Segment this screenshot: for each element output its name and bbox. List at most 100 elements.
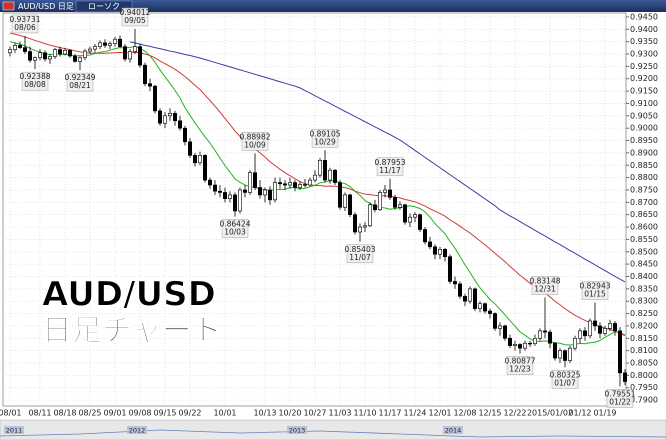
candle-body <box>582 330 587 337</box>
annotation-box <box>506 356 534 375</box>
candle-body <box>133 46 138 52</box>
y-tick-label: 0.8300 <box>630 297 658 306</box>
candle-body <box>118 38 123 47</box>
candle-body <box>228 194 233 199</box>
candle-body <box>467 288 472 302</box>
x-tick-label: 10/20 <box>278 409 301 418</box>
annotation-date: 12/23 <box>509 365 531 374</box>
x-tick-label: 2015/01/02 <box>527 409 573 418</box>
navigator-year: 2013 <box>289 427 306 435</box>
tab[interactable] <box>75 0 133 13</box>
candle-body <box>577 330 582 339</box>
navigator[interactable] <box>0 419 666 440</box>
annotation-box <box>346 244 374 264</box>
y-tick-label: 0.8450 <box>630 260 658 269</box>
candle-body <box>248 172 253 193</box>
navigator-line <box>0 429 666 438</box>
y-tick-label: 0.8100 <box>630 346 658 355</box>
candle-body <box>337 182 342 208</box>
navigator-year: 2014 <box>445 427 462 435</box>
y-tick-label: 0.8800 <box>630 173 658 182</box>
annotation-value: 0.92388 <box>19 72 50 81</box>
y-tick-label: 0.8750 <box>630 185 658 194</box>
annotation-box <box>221 219 249 238</box>
candle-body <box>203 155 208 181</box>
candle-body <box>457 283 462 297</box>
candle-body <box>422 229 427 243</box>
candle-body <box>407 216 412 223</box>
annotation-value: 0.92349 <box>64 73 95 82</box>
candle-body <box>22 47 27 52</box>
y-tick-label: 0.8250 <box>630 309 658 318</box>
candle-body <box>292 182 297 188</box>
candle-body <box>272 182 277 201</box>
annotation-date: 08/08 <box>24 80 46 89</box>
annotation-value: 0.80877 <box>504 357 535 366</box>
y-tick-label: 0.9150 <box>630 87 658 96</box>
tab-label[interactable]: ローソク <box>88 2 120 11</box>
candle-body <box>492 313 497 329</box>
candle-body <box>8 49 13 54</box>
candle-body <box>302 184 307 186</box>
x-tick-label: 01/12 <box>568 409 591 418</box>
moving-average-line <box>9 41 626 346</box>
candle-body <box>218 190 223 193</box>
x-tick-label: 10/27 <box>303 409 326 418</box>
candle-body <box>277 182 282 185</box>
y-tick-label: 0.9300 <box>630 50 658 59</box>
candle-body <box>213 184 218 192</box>
candle-body <box>267 189 272 201</box>
y-tick-label: 0.7950 <box>630 383 658 392</box>
navigator-year: 2012 <box>129 427 146 435</box>
annotation-date: 01/07 <box>554 378 576 387</box>
y-tick-label: 0.9200 <box>630 74 658 83</box>
annotation-box <box>581 281 609 300</box>
annotation-value: 0.94012 <box>119 8 150 17</box>
window-title: AUD/USD 日足 <box>18 2 74 11</box>
y-tick-label: 0.8050 <box>630 358 658 367</box>
annotation-date: 10/09 <box>244 140 266 149</box>
candle-body <box>148 83 153 87</box>
annotation-box <box>11 14 39 34</box>
moving-average-line <box>9 32 626 337</box>
candle-body <box>532 337 537 345</box>
overlay-title: AUD/USD <box>42 275 216 315</box>
annotation-value: 0.80325 <box>549 370 580 379</box>
candle-body <box>432 246 437 255</box>
title-bar <box>0 0 666 12</box>
y-tick-label: 0.8950 <box>630 136 658 145</box>
candle-body <box>83 50 88 59</box>
y-tick-label: 0.8200 <box>630 321 658 330</box>
candle-body <box>382 189 387 193</box>
x-tick-label: 09/08 <box>128 409 151 418</box>
flag-icon <box>2 1 15 11</box>
x-tick-label: 12/01 <box>428 409 451 418</box>
x-tick-label: 08/11 <box>28 409 51 418</box>
candle-body <box>562 350 567 361</box>
candle-body <box>233 194 238 212</box>
x-tick-label: 08/25 <box>78 409 101 418</box>
annotation-value: 0.79551 <box>604 389 635 398</box>
candle-body <box>327 169 332 181</box>
candle-body <box>572 337 577 349</box>
candle-body <box>153 85 158 112</box>
annotation-date: 10/03 <box>224 228 246 237</box>
candle-body <box>437 248 442 255</box>
annotation-date: 08/21 <box>69 81 91 90</box>
candle-body <box>412 214 417 218</box>
candle-body <box>427 241 432 248</box>
x-tick-label: 12/22 <box>503 409 526 418</box>
x-tick-label: 11/17 <box>378 409 401 418</box>
annotation-date: 08/06 <box>14 23 36 32</box>
candle-body <box>397 204 402 208</box>
annotation-box <box>121 7 149 27</box>
x-tick-label: 11/24 <box>403 409 426 418</box>
navigator-year-box <box>443 426 463 434</box>
candle-body <box>452 281 457 285</box>
candle-body <box>557 350 562 359</box>
candle-body <box>602 328 607 334</box>
candle-body <box>477 303 482 309</box>
candle-body <box>347 194 352 215</box>
candle-body <box>592 320 597 327</box>
candle-body <box>317 160 322 176</box>
